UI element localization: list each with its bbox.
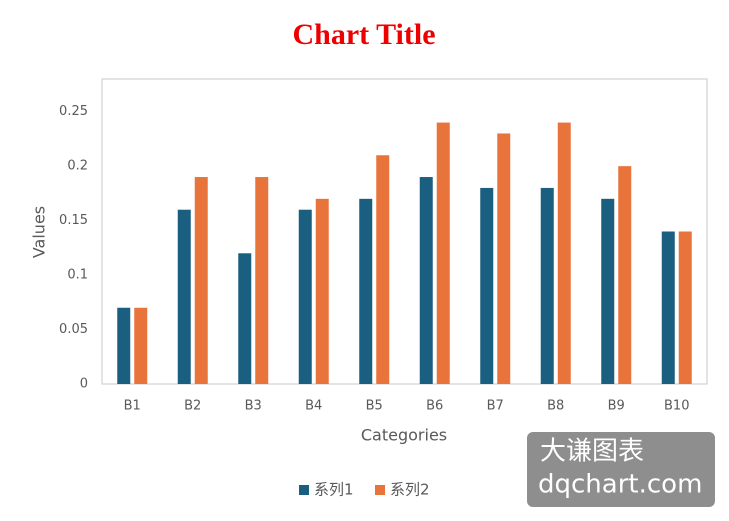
- plot-area: [101, 78, 708, 385]
- x-tick-label: B8: [547, 399, 564, 414]
- bar: [436, 122, 450, 385]
- x-tick-label: B4: [305, 399, 322, 414]
- x-axis-title: Categories: [361, 426, 447, 445]
- y-tick-label: 0.25: [59, 104, 88, 119]
- bar: [359, 198, 373, 384]
- y-tick-label: 0.15: [59, 213, 88, 228]
- bar: [601, 198, 615, 384]
- x-tick-label: B3: [245, 399, 262, 414]
- bar: [255, 177, 269, 384]
- bar: [419, 177, 433, 384]
- bar: [298, 209, 312, 384]
- x-tick-label: B7: [487, 399, 504, 414]
- y-tick-label: 0.2: [67, 159, 88, 174]
- bar: [238, 253, 252, 384]
- bar: [618, 166, 632, 384]
- y-tick-label: 0.05: [59, 322, 88, 337]
- bar: [497, 133, 511, 384]
- x-tick-label: B2: [184, 399, 201, 414]
- watermark: dqchart.com: [538, 470, 702, 500]
- watermark: 大谦图表: [540, 437, 644, 467]
- x-tick-label: B5: [366, 399, 383, 414]
- bar: [678, 231, 692, 384]
- bar: [557, 122, 571, 385]
- y-tick-label: 0.1: [67, 268, 88, 283]
- legend-swatch: [375, 485, 385, 495]
- y-axis-title: Values: [30, 206, 49, 258]
- legend-label: 系列1: [314, 481, 354, 499]
- bar: [661, 231, 675, 384]
- x-tick-label: B10: [664, 399, 689, 414]
- watermark-box: [527, 432, 715, 507]
- y-tick-label: 0: [80, 377, 88, 392]
- x-tick-label: B6: [426, 399, 443, 414]
- chart-title: Chart Title: [292, 18, 435, 51]
- bar: [315, 198, 329, 384]
- legend-label: 系列2: [390, 481, 430, 499]
- bar: [194, 177, 208, 384]
- bar: [540, 187, 554, 384]
- x-tick-label: B9: [608, 399, 625, 414]
- bar: [134, 307, 148, 384]
- bar: [376, 155, 390, 384]
- bar: [480, 187, 494, 384]
- x-tick-label: B1: [124, 399, 141, 414]
- bar: [117, 307, 131, 384]
- bar: [177, 209, 191, 384]
- legend-swatch: [299, 485, 309, 495]
